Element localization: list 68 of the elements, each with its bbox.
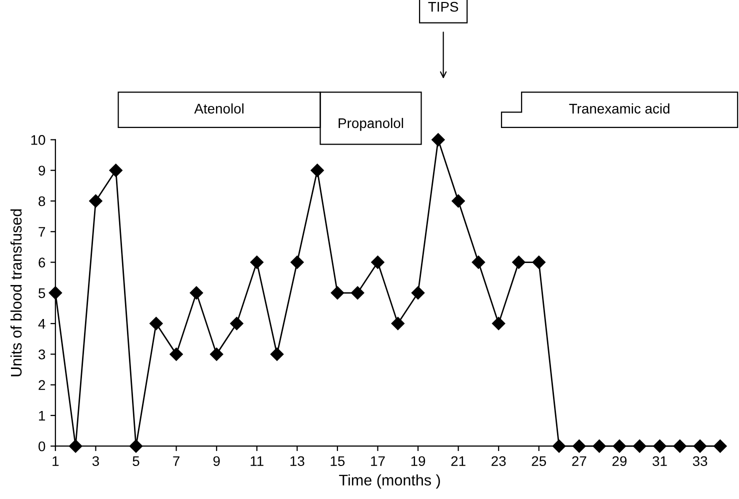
x-tick-label: 15 — [330, 456, 345, 466]
x-tick-label: 25 — [532, 456, 546, 466]
point — [552, 440, 566, 453]
point — [89, 194, 102, 208]
point — [633, 440, 646, 453]
point — [592, 440, 606, 453]
x-tick-label: 3 — [92, 456, 99, 466]
x-tick-label: 27 — [572, 456, 586, 466]
y-tick-label: 5 — [38, 288, 46, 298]
x-tick-label: 11 — [250, 456, 264, 466]
y-tick-label: 4 — [38, 319, 46, 329]
point — [190, 286, 204, 300]
point — [48, 286, 62, 300]
point — [290, 256, 304, 269]
point — [310, 164, 324, 177]
point — [432, 133, 445, 146]
point — [452, 194, 465, 208]
x-tick-label: 23 — [492, 456, 506, 466]
x-tick-label: 17 — [371, 456, 385, 466]
x-tick-label: 31 — [652, 456, 667, 466]
point — [693, 440, 707, 453]
point — [572, 440, 586, 453]
point — [351, 286, 364, 300]
y-tick-label: 2 — [38, 380, 46, 390]
y-tick-label: 0 — [38, 441, 46, 452]
text: Atenolol — [194, 103, 244, 114]
x-axis-title: Time (months ) — [339, 474, 440, 489]
y-tick-label: 6 — [38, 258, 46, 268]
point — [714, 440, 727, 453]
y-tick-label: 1 — [39, 410, 46, 420]
x-tick-label: 33 — [692, 456, 708, 466]
text: TIPS — [428, 2, 458, 12]
point — [250, 256, 264, 269]
point — [129, 440, 143, 453]
y-tick-label: 8 — [38, 196, 46, 206]
text: Propanolol — [338, 118, 404, 131]
point — [512, 256, 526, 269]
x-tick-label: 1 — [52, 456, 59, 466]
point — [492, 316, 506, 330]
point — [653, 440, 666, 453]
point — [109, 164, 122, 177]
point — [330, 286, 344, 300]
point — [673, 440, 686, 453]
x-tick-label: 19 — [411, 456, 426, 466]
text: Tranexamic acid — [569, 103, 670, 114]
y-tick-label: 9 — [38, 166, 46, 176]
point — [371, 256, 384, 269]
point — [532, 256, 546, 269]
point — [210, 348, 224, 361]
x-tick-label: 9 — [213, 456, 220, 466]
x-tick-label: 13 — [290, 456, 304, 466]
y-tick-label: 10 — [31, 135, 46, 145]
point — [411, 286, 425, 300]
point — [391, 316, 404, 330]
x-tick-label: 7 — [173, 456, 180, 466]
x-tick-label: 21 — [451, 456, 466, 466]
point — [68, 440, 82, 453]
y-tick-label: 3 — [38, 350, 46, 360]
point — [230, 316, 244, 330]
x-tick-label: 29 — [612, 456, 627, 466]
y-tick-label: 7 — [38, 227, 46, 237]
point — [270, 348, 284, 361]
point — [612, 440, 626, 453]
y-axis-title: Units of blood transfused — [10, 209, 22, 376]
point — [170, 348, 183, 361]
x-tick-label: 5 — [132, 456, 140, 466]
point — [150, 316, 163, 330]
point — [472, 256, 486, 269]
